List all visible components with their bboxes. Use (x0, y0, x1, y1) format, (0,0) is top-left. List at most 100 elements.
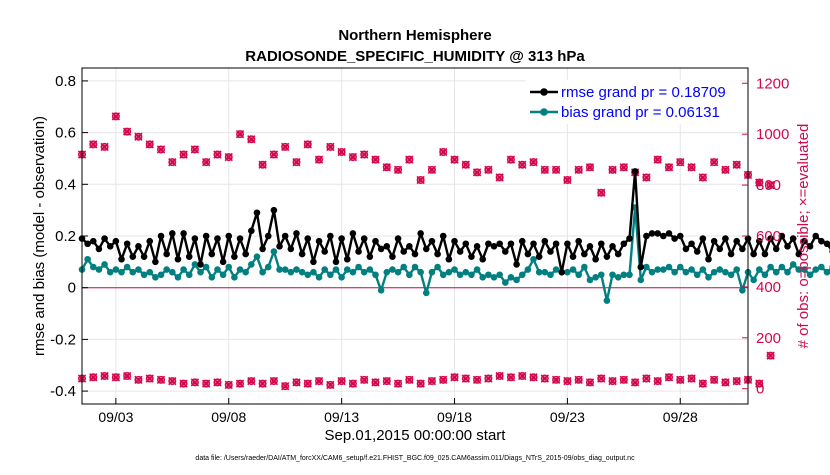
bias-point (812, 266, 820, 273)
bias-point (293, 266, 300, 273)
obs-evaluated-point (709, 158, 719, 167)
bias-point (349, 268, 357, 276)
rmse-point (614, 250, 622, 258)
rmse-point (298, 250, 306, 258)
obs-evaluated-point (540, 165, 549, 174)
rmse-point (564, 240, 571, 248)
bias-point (643, 263, 650, 271)
bias-point (253, 253, 261, 260)
obs-evaluated-point (416, 175, 425, 185)
rmse-point (524, 250, 532, 258)
bias-point (710, 268, 718, 276)
data-file-footnote: data file: /Users/raeder/DAI/ATM_forcXX/… (195, 455, 635, 462)
x-tick-label: 09/23 (550, 409, 585, 425)
rmse-point (823, 240, 830, 248)
obs-evaluated-point (281, 142, 290, 152)
rmse-point (597, 240, 605, 248)
bias-point (310, 268, 317, 276)
rmse-point (620, 240, 628, 248)
obs-evaluated-point (405, 155, 414, 164)
chart-title: Northern Hemisphere (338, 27, 491, 44)
y-tick-label-left: 0.4 (55, 176, 76, 193)
rmse-point (225, 232, 233, 240)
bias-point (716, 266, 724, 273)
obs-evaluated-point (653, 155, 662, 164)
obs-evaluated-point (721, 165, 730, 174)
bias-point (547, 271, 554, 279)
rmse-point (293, 230, 300, 237)
obs-evaluated-point (100, 142, 109, 152)
bias-point (445, 268, 453, 276)
bias-point (693, 271, 701, 279)
obs-evaluated-point (292, 158, 301, 167)
rmse-point (733, 237, 741, 245)
obs-evaluated-point (179, 150, 188, 159)
bias-point (479, 274, 487, 281)
bias-point (688, 266, 695, 273)
bias-point (321, 266, 328, 273)
bias-point (146, 268, 154, 276)
obs-possible-point (292, 378, 301, 387)
bias-point (682, 268, 690, 276)
rmse-point (202, 232, 210, 240)
obs-possible-point (100, 371, 109, 381)
bias-point (383, 268, 391, 276)
bias-point (485, 271, 492, 279)
bias-point (592, 274, 599, 281)
rmse-point (688, 240, 695, 248)
obs-possible-point (732, 376, 741, 386)
obs-possible-point (495, 371, 504, 381)
obs-evaluated-point (664, 163, 674, 172)
rmse-point (496, 240, 503, 248)
obs-possible-point (224, 380, 233, 390)
obs-evaluated-point (393, 165, 403, 174)
bias-point (157, 271, 165, 279)
obs-evaluated-point (518, 160, 527, 169)
obs-evaluated-point (348, 152, 358, 162)
obs-possible-point (326, 380, 335, 390)
y-tick-label-right: 200 (756, 330, 781, 347)
bias-point (648, 268, 656, 276)
rmse-point (169, 230, 176, 237)
rmse-point (191, 235, 199, 242)
obs-possible-point (427, 376, 437, 386)
obs-possible-point (314, 376, 324, 386)
obs-evaluated-point (461, 160, 470, 169)
rmse-point (490, 243, 498, 250)
bias-point (507, 274, 515, 281)
obs-evaluated-point (371, 155, 380, 164)
bias-point (406, 271, 413, 279)
bias-point (270, 248, 278, 255)
bias-point (259, 268, 266, 276)
bias-point (823, 268, 830, 276)
rmse-point (253, 209, 261, 217)
obs-evaluated-point (574, 165, 583, 174)
bias-point (163, 266, 170, 273)
bias-point (637, 276, 645, 284)
rmse-point (535, 253, 543, 260)
bias-point (660, 266, 667, 273)
rmse-point (609, 243, 616, 250)
rmse-point (281, 232, 289, 240)
obs-evaluated-point (134, 132, 143, 141)
bias-point (614, 274, 622, 281)
bias-point (180, 266, 187, 273)
obs-possible-point (156, 375, 166, 384)
y-tick-label-right: 1000 (756, 126, 789, 143)
obs-possible-point (450, 373, 459, 382)
rmse-point (321, 248, 328, 255)
rmse-point (89, 237, 97, 245)
bias-point (761, 271, 769, 279)
bias-point (417, 268, 424, 276)
bias-point (411, 263, 419, 271)
bias-point (101, 261, 108, 268)
obs-evaluated-point (235, 130, 245, 139)
obs-evaluated-point (472, 168, 482, 177)
bias-point (191, 261, 199, 268)
obs-possible-point (337, 376, 346, 386)
x-tick-label: 09/08 (211, 409, 246, 425)
bias-point (603, 297, 611, 304)
obs-evaluated-point (698, 173, 708, 182)
rmse-point (727, 250, 735, 258)
bias-point (513, 276, 520, 284)
